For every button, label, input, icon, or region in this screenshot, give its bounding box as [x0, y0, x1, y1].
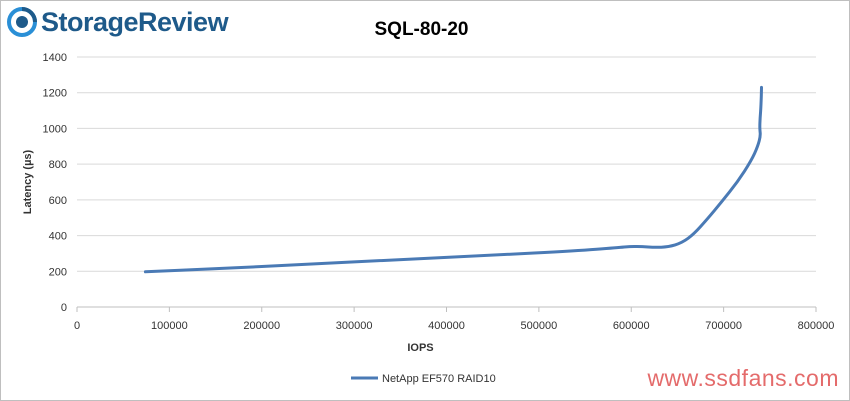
y-axis-title: Latency (µs) [22, 149, 34, 214]
x-tick-label: 800000 [798, 320, 835, 332]
x-tick-label: 600000 [613, 320, 650, 332]
x-tick-label: 500000 [521, 320, 558, 332]
y-tick-label: 200 [49, 266, 67, 278]
brand-name: StorageReview [41, 6, 229, 37]
x-tick-label: 0 [74, 320, 80, 332]
x-tick-label: 300000 [336, 320, 373, 332]
y-tick-label: 1000 [43, 123, 67, 135]
y-tick-label: 1400 [43, 52, 67, 64]
y-tick-label: 800 [49, 159, 67, 171]
x-tick-label: 100000 [151, 320, 188, 332]
x-tick-label: 400000 [428, 320, 465, 332]
y-tick-label: 1200 [43, 88, 67, 100]
x-tick-label: 700000 [705, 320, 742, 332]
y-tick-label: 0 [61, 302, 67, 314]
x-tick-label: 200000 [243, 320, 280, 332]
chart-title: SQL-80-20 [375, 19, 469, 40]
x-axis-title: IOPS [407, 342, 433, 354]
legend-label: NetApp EF570 RAID10 [382, 373, 496, 385]
storagereview-logo-icon [7, 7, 37, 37]
y-tick-label: 600 [49, 195, 67, 207]
brand-logo: StorageReview [7, 5, 229, 39]
watermark: www.ssdfans.com [647, 365, 839, 391]
y-tick-label: 400 [49, 231, 67, 243]
series-line-0 [143, 85, 763, 274]
